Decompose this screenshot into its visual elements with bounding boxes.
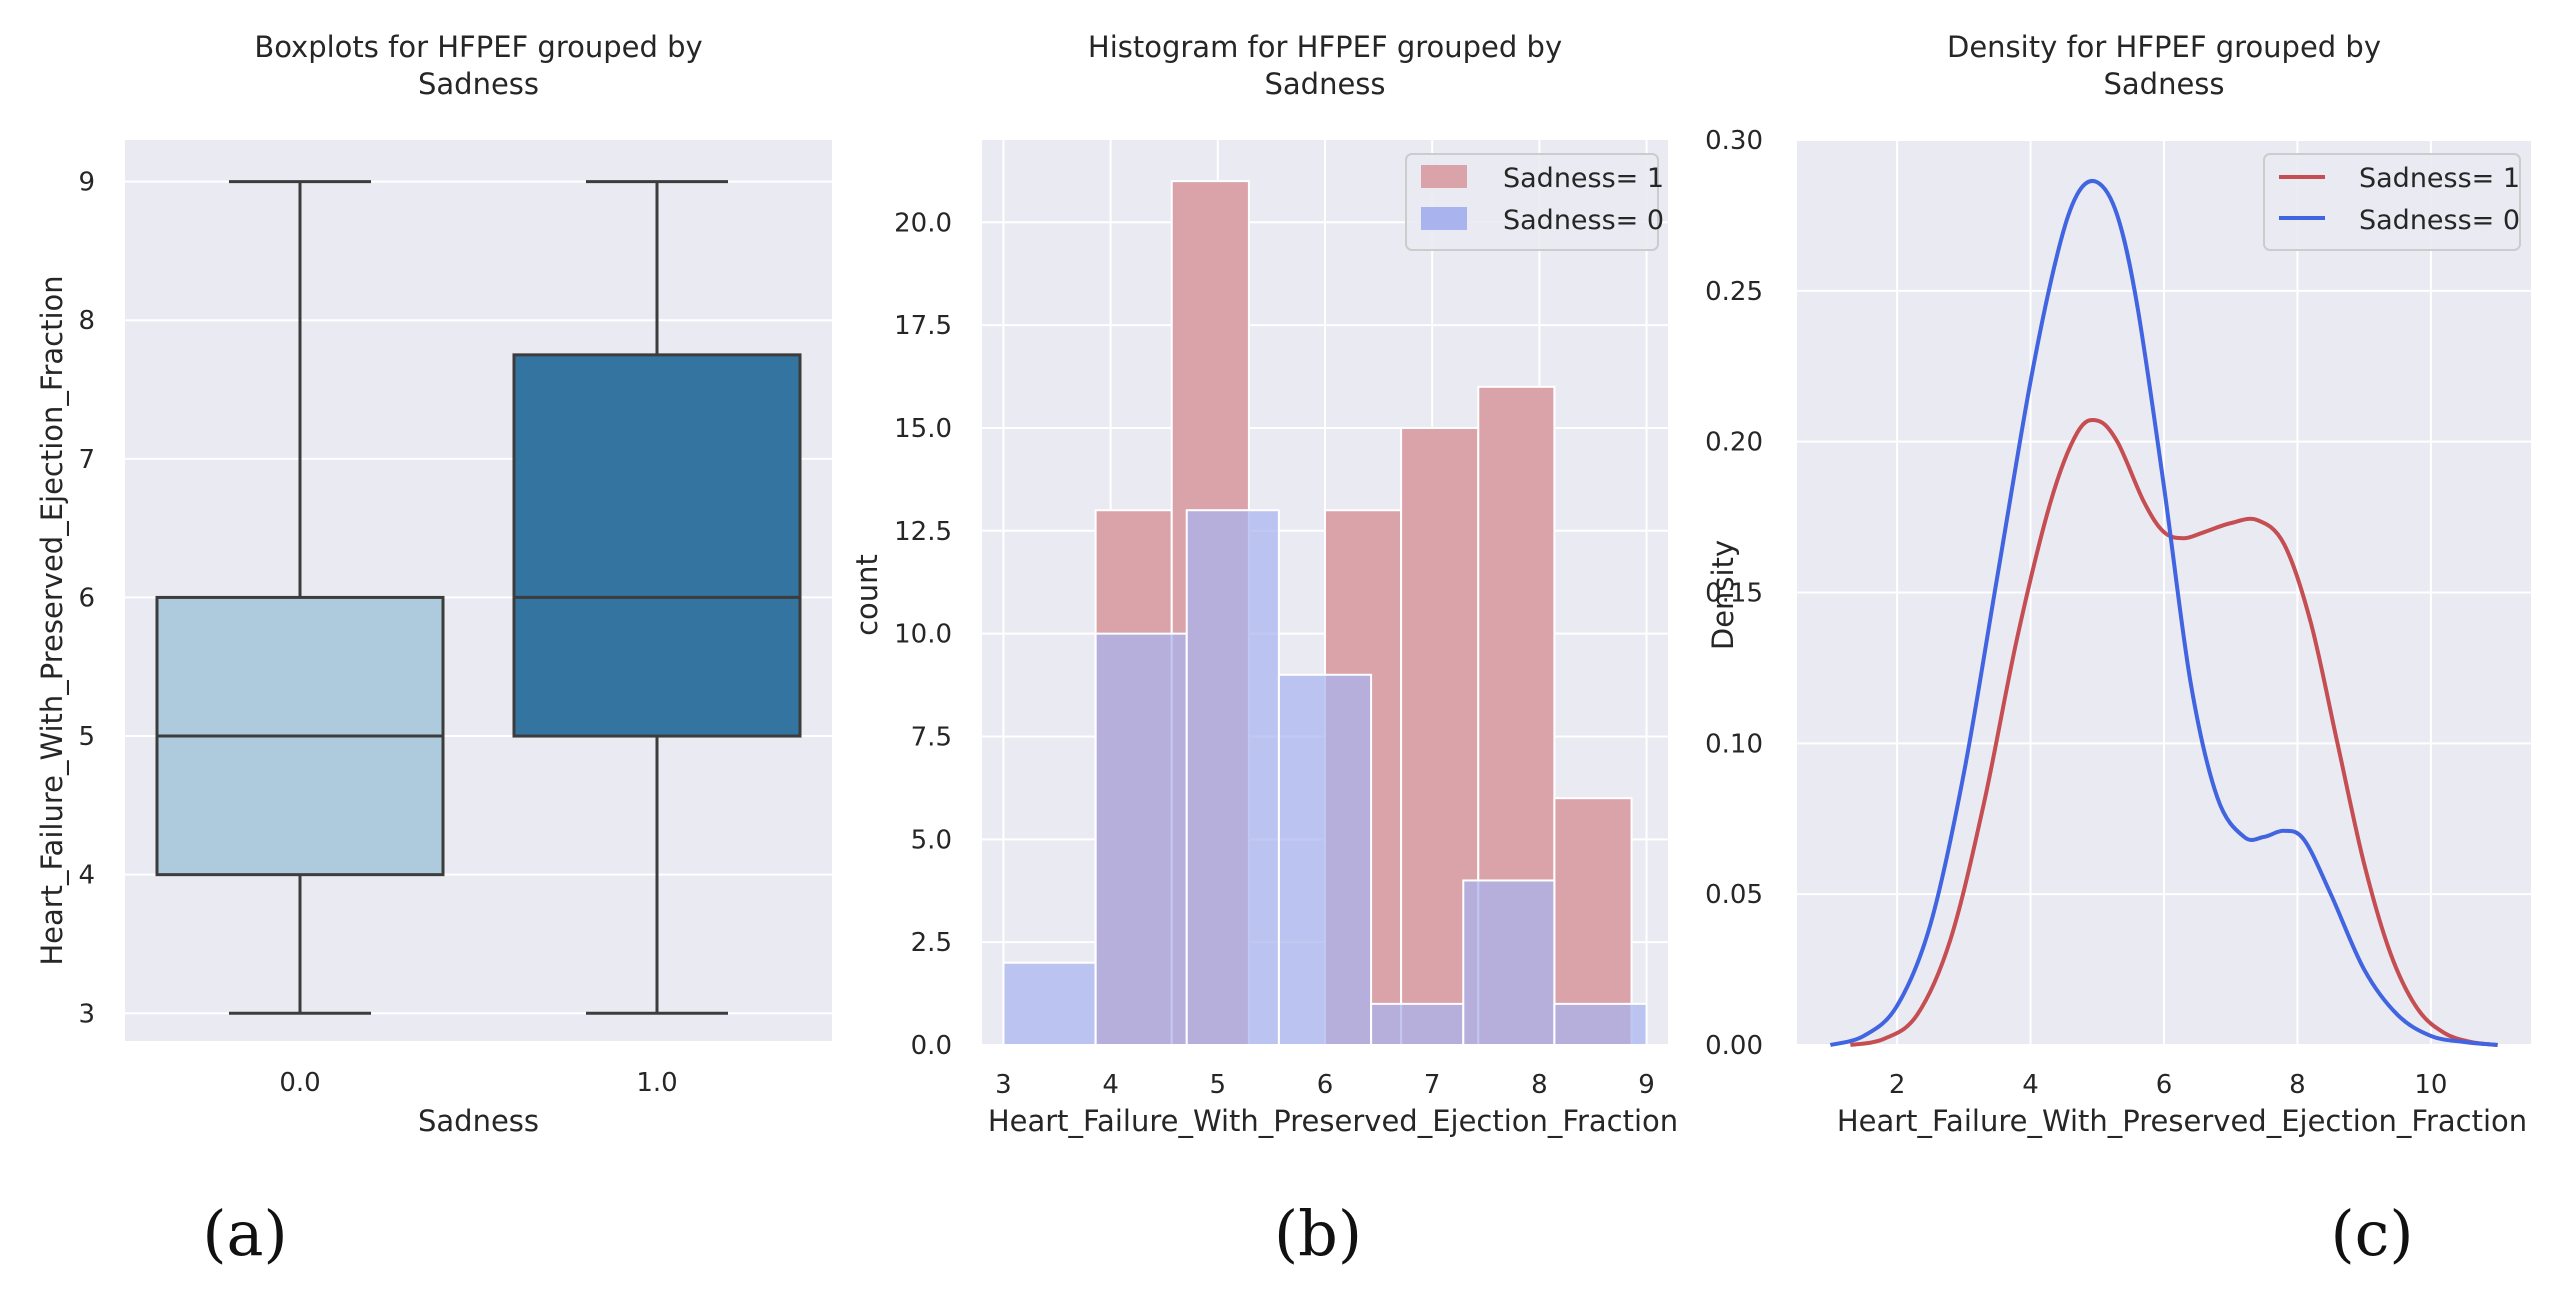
y-tick-label: 6 [78,583,95,613]
histogram-bar [1185,509,1280,1046]
y-tick-label: 8 [78,306,95,336]
y-tick-label: 4 [78,861,95,891]
y-tick-label: 10.0 [894,620,952,650]
legend-label: Sadness= 1 [1503,163,1664,194]
density-line-sadness-0 [1829,178,2498,1047]
box-0.0 [155,180,445,1015]
legend-label: Sadness= 0 [1503,205,1664,236]
x-tick-label: 9 [1638,1070,1655,1100]
x-tick-label: 3 [995,1070,1012,1100]
histogram-bar [1002,961,1097,1047]
x-axis-label: Sadness [418,1104,539,1138]
chart-title: Density for HFPEF grouped by [1947,30,2381,64]
x-axis-label: Heart_Failure_With_Preserved_Ejection_Fr… [1837,1104,2527,1138]
histogram-bar [1553,1002,1648,1047]
x-tick-label: 4 [1102,1070,1119,1100]
y-tick-label: 5.0 [911,825,952,855]
legend-label: Sadness= 0 [2359,205,2520,236]
y-tick-label: 2.5 [911,928,952,958]
legend-swatch-sadness-0 [1421,207,1467,230]
box-body [512,353,802,738]
legend-box [1405,153,1659,251]
histogram-bar [1277,673,1373,1046]
chart-title-line2: Sadness [1264,67,1385,101]
histogram-bar [1370,1002,1465,1047]
y-tick-label: 0.20 [1705,428,1763,458]
x-tick-label: 8 [2289,1070,2306,1100]
y-tick-label: 15.0 [894,414,952,444]
x-tick-label: 0.0 [279,1068,320,1098]
y-tick-label: 0.30 [1705,126,1763,156]
y-tick-label: 0.15 [1705,579,1763,609]
y-tick-label: 0.25 [1705,277,1763,307]
y-tick-label: 0.05 [1705,880,1763,910]
y-tick-label: 7.5 [911,722,952,752]
box-1.0 [512,180,802,1015]
legend-label: Sadness= 1 [2359,163,2520,194]
x-tick-label: 4 [2022,1070,2039,1100]
x-tick-label: 6 [2156,1070,2173,1100]
y-tick-label: 9 [78,168,95,198]
legend: Sadness= 1 Sadness= 0 [1405,153,1664,251]
x-tick-label: 8 [1531,1070,1548,1100]
y-tick-label: 17.5 [894,311,952,341]
legend-box [2263,153,2521,251]
chart-title-line2: Sadness [418,67,539,101]
y-tick-label: 0.10 [1705,729,1763,759]
y-axis-label: Heart_Failure_With_Preserved_Ejection_Fr… [35,275,69,965]
legend: Sadness= 1 Sadness= 0 [2263,153,2521,251]
panel-1: Boxplots for HFPEF grouped bySadness(a)3… [35,30,832,1270]
x-tick-label: 10 [2414,1070,2447,1100]
legend-swatch-sadness-1 [1421,165,1467,188]
chart-title: Histogram for HFPEF grouped by [1088,30,1562,64]
y-tick-label: 0.0 [911,1031,952,1061]
series-sadness-0 [1002,509,1648,1047]
y-tick-label: 3 [78,999,95,1029]
y-axis-label: Density [1706,540,1740,650]
x-tick-label: 2 [1889,1070,1906,1100]
histogram-bar [1094,632,1188,1046]
panel-label: (b) [1274,1197,1362,1270]
x-tick-label: 7 [1424,1070,1441,1100]
panel-label: (c) [2330,1197,2413,1270]
y-tick-label: 7 [78,445,95,475]
density-line-sadness-1 [1850,417,2498,1047]
chart-title-line2: Sadness [2103,67,2224,101]
panel-label: (a) [202,1197,287,1270]
x-tick-label: 5 [1210,1070,1227,1100]
y-tick-label: 20.0 [894,208,952,238]
y-tick-label: 12.5 [894,517,952,547]
x-axis-label: Heart_Failure_With_Preserved_Ejection_Fr… [988,1104,1678,1138]
x-tick-label: 6 [1317,1070,1334,1100]
x-tick-label: 1.0 [636,1068,677,1098]
histogram-bar [1462,879,1556,1046]
y-axis-label: count [850,554,884,636]
y-tick-label: 5 [78,722,95,752]
chart-title: Boxplots for HFPEF grouped by [254,30,702,64]
y-tick-label: 0.00 [1705,1031,1763,1061]
